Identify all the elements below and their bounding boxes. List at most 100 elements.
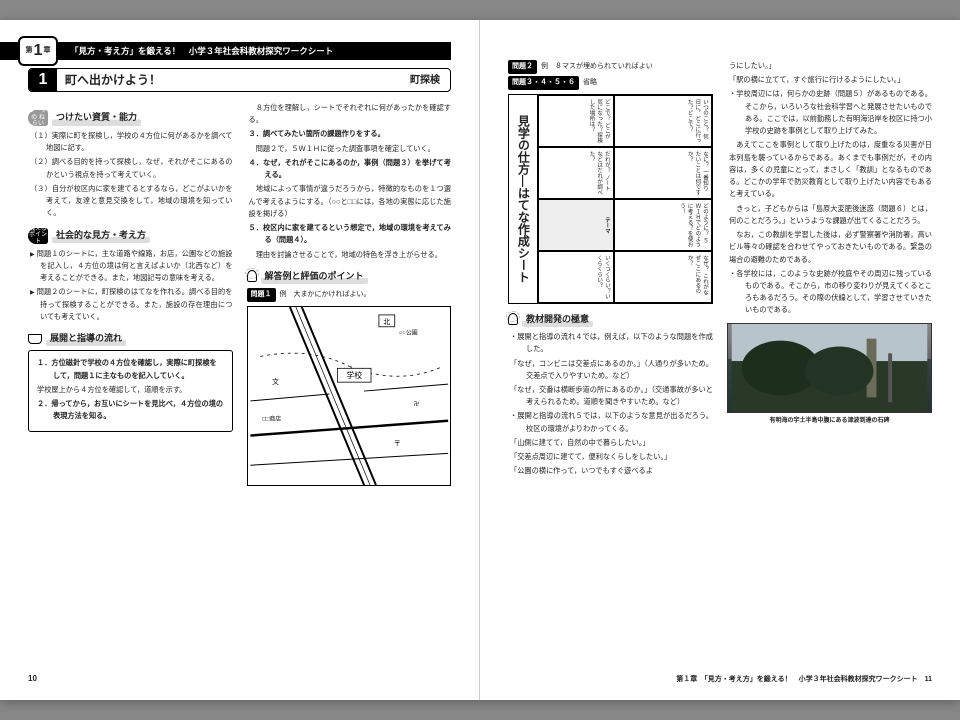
page-num-left: 10: [28, 672, 37, 686]
mondai2-row: 問題２ 例 ８マスが埋められていればよい: [508, 60, 713, 74]
rc2-p: きっと，子どもからは「島原大変肥後迷惑（問題６）とは，何のことだろう。」というよ…: [729, 203, 932, 227]
svg-text:〒: 〒: [393, 440, 400, 447]
ws-cell: なに？ 一番知りたいことは何ですか？: [614, 147, 712, 199]
sec2-item: 問題２のシートに，町探検のはてなを作れる。調べる目的を持って探検することができる…: [30, 286, 233, 323]
r-p: 「交差点周辺に建てて，便利なくらしをしたい。」: [510, 451, 713, 463]
map-school: 学校: [346, 370, 362, 380]
photo-caption: 有明海の宇土半島中腹にある津波到達の石碑: [727, 416, 932, 426]
rc2-p: ・学校周辺には，何らかの史跡（問題５）があるものである。そこから，いろいろな社会…: [729, 88, 932, 137]
ws-title: 見学の仕方―はてな作成シート: [509, 95, 538, 303]
sec2-title: 社会的な見方・考え方: [52, 228, 150, 243]
sec4-head: 解答例と評価のポイント: [247, 269, 452, 284]
map-store: □□商店: [262, 415, 281, 423]
page-spread: 第 1 章 「見方・考え方」を鍛える！ 小学３年社会科教材探究ワークシート 1 …: [0, 20, 960, 700]
ws-cell: テーマ: [538, 199, 613, 251]
sec1-head: ワークの ねらい つけたい資質・能力: [28, 110, 233, 126]
sec2-item: 問題１のシートに，主な道路や線路，お店，公園などの施設を記入し，４方位の境は何と…: [30, 248, 233, 285]
chapter-post: 章: [43, 45, 50, 57]
bulb-icon: [247, 270, 257, 282]
sec4-title: 解答例と評価のポイント: [261, 269, 368, 284]
ws-cell: いくつくらい？いくらくらい？: [538, 251, 613, 303]
ws-cell: なぜ？ これがなぜここにあるのか？: [614, 251, 712, 303]
mondai2-text: 例 ８マスが埋められていればよい: [541, 61, 653, 73]
map-park: ○○公園: [398, 330, 417, 337]
col2-top: ８方位を理解し，シートでそれぞれに何があったかを確認する。 ３．調べてみたい箇所…: [247, 102, 452, 261]
chapter-banner: 「見方・考え方」を鍛える！ 小学３年社会科教材探究ワークシート: [0, 42, 451, 60]
sec2-list: 問題１のシートに，主な道路や線路，お店，公園などの施設を記入し，４方位の境は何と…: [28, 248, 233, 323]
col2-p: 理由を討論させることで，地域の特色を浮き上がらせる。: [249, 249, 452, 261]
flow-item: 学校屋上から４方位を確認して，道順を示す。: [37, 384, 224, 396]
right-col1: 問題２ 例 ８マスが埋められていればよい 問題３・４・５・６ 省略 見学の仕方―…: [508, 60, 713, 480]
page-left: 第 1 章 「見方・考え方」を鍛える！ 小学３年社会科教材探究ワークシート 1 …: [0, 20, 480, 700]
sec5-head: 教材開発の極意: [508, 312, 713, 327]
mondai345-text: 省略: [583, 77, 597, 89]
ws-cell: どこで？ どこが気になった？探検した場所は？: [538, 95, 613, 147]
ws-cell: いつのこと？ 何日に，どこに行った？どこで？: [614, 95, 712, 147]
lesson-bar: 1 町へ出かけよう！ 町探検: [28, 68, 451, 92]
sec1-title: つけたい資質・能力: [52, 110, 141, 125]
bulb-icon: [508, 313, 518, 325]
rc2-p: 「駅の横に立てて，すぐ旅行に行けるようにしたい。」: [729, 74, 932, 86]
rc2-p: うにしたい。」: [729, 60, 932, 72]
sec3-title: 展開と指導の流れ: [46, 331, 126, 346]
r-p: ・展開と指導の流れ４では，例えば，以下のような問題を作成した。: [510, 331, 713, 355]
flow-item: １．方位磁針で学校の４方位を確認し，実際に町探検をして，問題１に主なものを記入し…: [37, 357, 224, 381]
left-col2: ８方位を理解し，シートでそれぞれに何があったかを確認する。 ３．調べてみたい箇所…: [247, 102, 452, 486]
lesson-sub: 町探検: [410, 72, 450, 89]
sec2-head: 鍛える ポイント 社会的な見方・考え方: [28, 228, 233, 244]
mondai345-label: 問題３・４・５・６: [508, 76, 579, 90]
svg-text:卍: 卍: [413, 401, 419, 408]
mondai345-row: 問題３・４・５・６ 省略: [508, 76, 713, 90]
rc2-p: なお，この教訓を学習した後は，必ず警察署や消防署，高いビル等々の確認を合わせてや…: [729, 229, 932, 266]
book-icon: [28, 334, 42, 344]
sec1-item: （２）調べる目的を持って探検し，なぜ，それがそこにあるのかという視点を持って考え…: [30, 156, 233, 180]
map-box: 北 学校 ○○公園 □□商店 卍: [247, 306, 452, 486]
r-p: 「なぜ，交番は横断歩道の所にあるのか。」（交通事故が多いと考えられるため。道順を…: [510, 384, 713, 408]
svg-text:文: 文: [272, 377, 279, 386]
ws-cell: どのように？ ５Ｗ１Ｈでどのように考える？を使おう！: [614, 199, 712, 251]
sec3-head: 展開と指導の流れ: [28, 331, 233, 346]
sec5-title: 教材開発の極意: [522, 312, 593, 327]
r-p: 「なぜ，コンビニは交差点にあるのか。」（人通りが多いため。交差点で入りやすいため…: [510, 358, 713, 382]
sec3-box: １．方位磁針で学校の４方位を確認し，実際に町探検をして，問題１に主なものを記入し…: [28, 350, 233, 431]
sec1-item: （１）実際に町を探検し，学校の４方位に何があるかを調べて地図に記す。: [30, 130, 233, 154]
map-svg: 北 学校 ○○公園 □□商店 卍: [248, 307, 451, 485]
page-right: 問題２ 例 ８マスが埋められていればよい 問題３・４・５・６ 省略 見学の仕方―…: [480, 20, 960, 700]
mondai1-text: 例 大まかにかければよい。: [280, 289, 371, 301]
ws-cell: だれが？ ノートなどはだれが調べた？: [538, 147, 613, 199]
sec1-item: （３）自分が校区内に家を建てるとするなら，どこがよいかを考えて，友達と意見交換を…: [30, 183, 233, 220]
col2-p: ８方位を理解し，シートでそれぞれに何があったかを確認する。: [249, 102, 452, 126]
col2-p: 問題２で，５Ｗ１Ｈに従った調査事項を確定していく。: [249, 143, 452, 155]
map-north: 北: [383, 318, 390, 326]
r-p: ・展開と指導の流れ５では，以下のような意見が出るだろう。校区の環境がよりわかって…: [510, 410, 713, 434]
rc2-p: ・各学校には，このような史跡が校庭やその周辺に残っているものである。そこから，市…: [729, 268, 932, 317]
chapter-banner-text: 「見方・考え方」を鍛える！ 小学３年社会科教材探究ワークシート: [70, 44, 333, 58]
chapter-pre: 第: [26, 45, 33, 57]
sec1-list: （１）実際に町を探検し，学校の４方位に何があるかを調べて地図に記す。 （２）調べ…: [28, 130, 233, 220]
rc2-p: あえてここを事例として取り上げたのは，度重なる災害が日本列島を襲っているからであ…: [729, 139, 932, 200]
r-p: 「公園の横に作って，いつでもすぐ遊べるよ: [510, 465, 713, 477]
col2-p: 地域によって事情が違うだろうから，特徴的なものを１つ選んで考えるようにする。（○…: [249, 183, 452, 220]
mondai2-label: 問題２: [508, 60, 537, 74]
chapter-num: 1: [34, 37, 43, 64]
mondai1-label: 問題１: [247, 288, 276, 302]
r-p: 「山側に建てて，自然の中で暮らしたい。」: [510, 437, 713, 449]
right-body1: ・展開と指導の流れ４では，例えば，以下のような問題を作成した。 「なぜ，コンビニ…: [508, 331, 713, 478]
col2-p: ３．調べてみたい箇所の課題作りをする。: [249, 128, 452, 140]
mondai1-row: 問題１ 例 大まかにかければよい。: [247, 288, 452, 302]
rightcol2-body: うにしたい。」 「駅の横に立てて，すぐ旅行に行けるようにしたい。」 ・学校周辺に…: [727, 60, 932, 317]
photo: [727, 323, 932, 413]
worksheet: 見学の仕方―はてな作成シート どこで？ どこが気になった？探検した場所は？ いつ…: [508, 94, 713, 304]
sec2-badge: 鍛える ポイント: [28, 228, 48, 244]
lesson-title: 町へ出かけよう！: [57, 70, 410, 90]
chapter-badge: 第 1 章: [18, 36, 58, 66]
ws-grid: どこで？ どこが気になった？探検した場所は？ いつのこと？ 何日に，どこに行った…: [538, 95, 712, 303]
sec1-badge: ワークの ねらい: [28, 110, 48, 126]
col2-p: ４．なぜ，それがそこにあるのか，事例（問題３）を挙げて考える。: [249, 157, 452, 181]
right-col2: うにしたい。」 「駅の横に立てて，すぐ旅行に行けるようにしたい。」 ・学校周辺に…: [727, 60, 932, 480]
left-col1: ワークの ねらい つけたい資質・能力 （１）実際に町を探検し，学校の４方位に何が…: [28, 102, 233, 486]
lesson-num: 1: [29, 69, 57, 91]
col2-p: ５．校区内に家を建てるという想定で，地域の環境を考えてみる（問題４）。: [249, 222, 452, 246]
page-footer-right: 第１章 「見方・考え方」を鍛える！ 小学３年社会科教材探究ワークシート 11: [676, 674, 932, 686]
flow-item: ２．帰ってから，お互いにシートを見比べ，４方位の境の表現方法を知る。: [37, 398, 224, 422]
